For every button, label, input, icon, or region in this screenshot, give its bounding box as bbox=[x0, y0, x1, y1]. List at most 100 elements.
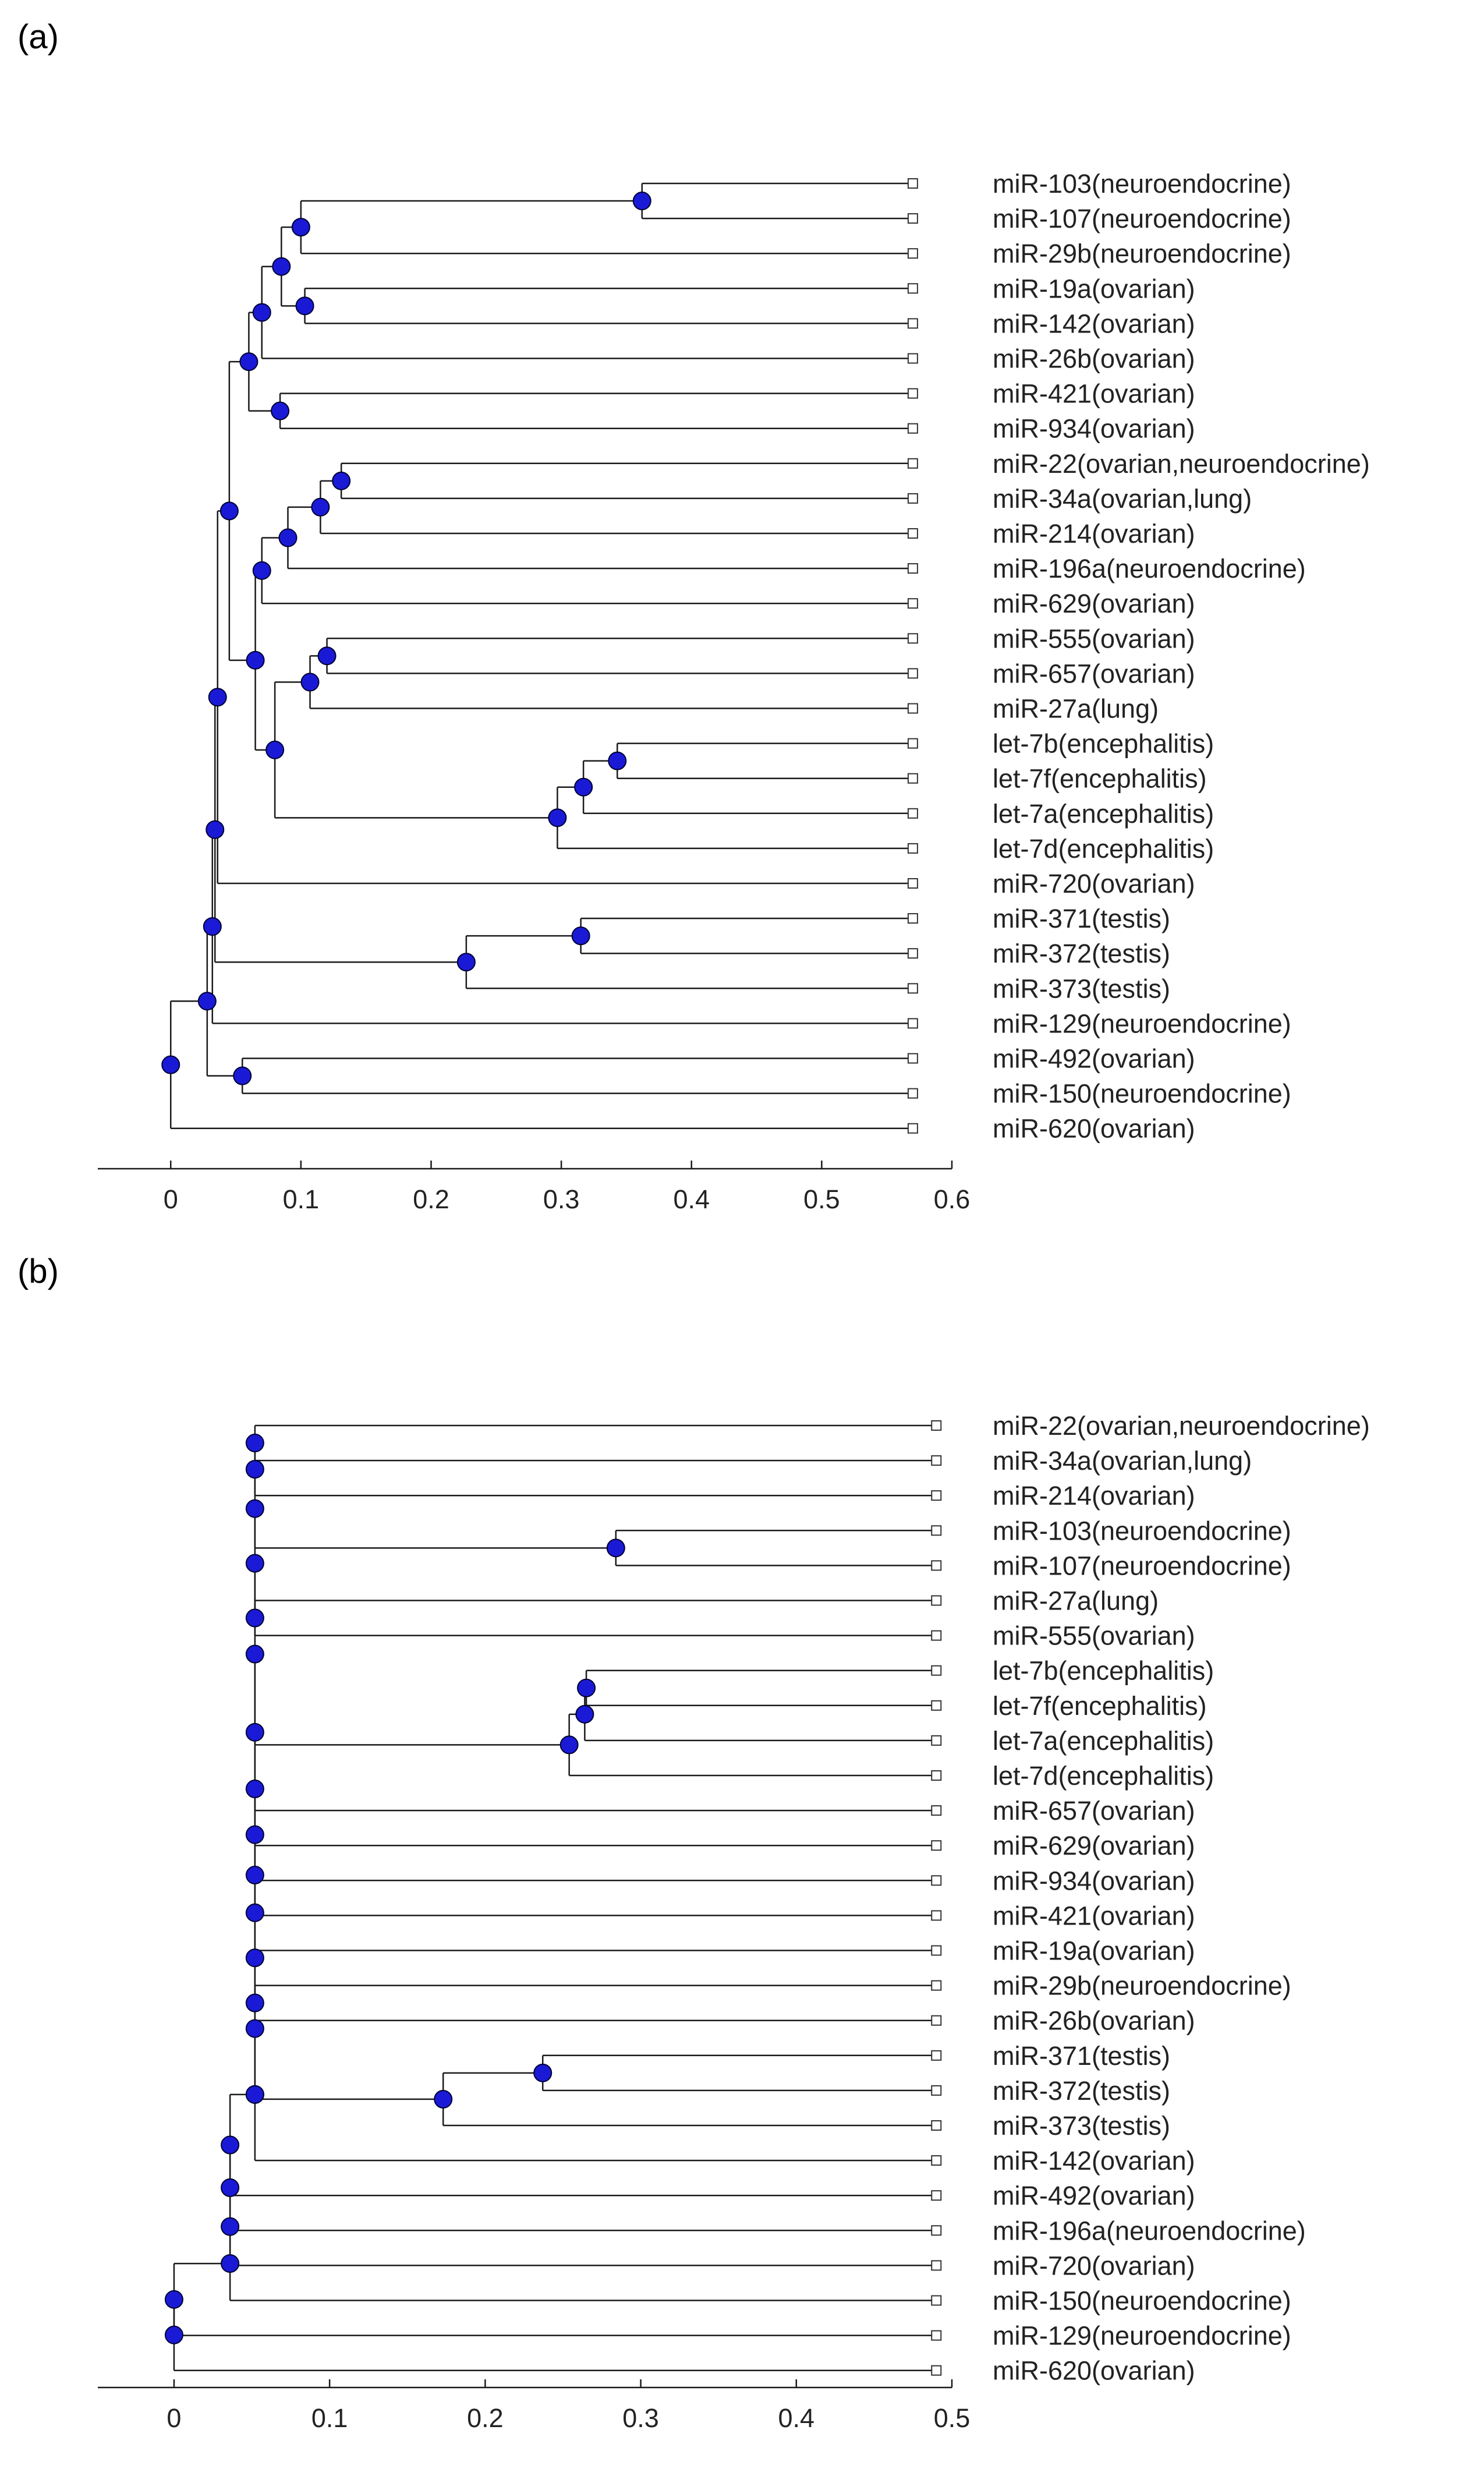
cluster-node bbox=[206, 820, 225, 839]
cluster-node bbox=[571, 926, 590, 946]
leaf-label: miR-142(ovarian) bbox=[993, 309, 1195, 338]
leaf-marker bbox=[931, 2050, 942, 2061]
leaf-label: miR-492(ovarian) bbox=[993, 2181, 1195, 2210]
leaf-marker bbox=[931, 1595, 942, 1606]
leaf-marker bbox=[931, 2225, 942, 2236]
cluster-node bbox=[574, 777, 593, 797]
leaf-marker bbox=[931, 1665, 942, 1676]
cluster-node bbox=[271, 401, 290, 420]
cluster-node bbox=[606, 1538, 625, 1558]
leaf-marker bbox=[907, 913, 918, 924]
cluster-node bbox=[265, 740, 285, 759]
leaf-label: miR-629(ovarian) bbox=[993, 1831, 1195, 1861]
leaf-marker bbox=[907, 248, 918, 259]
leaf-label: miR-19a(ovarian) bbox=[993, 1936, 1195, 1966]
cluster-node bbox=[608, 751, 627, 770]
leaf-marker bbox=[931, 1805, 942, 1816]
cluster-node bbox=[295, 296, 314, 316]
leaf-marker bbox=[931, 2085, 942, 2096]
cluster-node bbox=[245, 1948, 264, 1968]
leaf-marker bbox=[907, 808, 918, 819]
dendrogram-a: miR-103(neuroendocrine) miR-107(neuroendo… bbox=[98, 169, 1370, 1214]
leaf-label: miR-196a(neuroendocrine) bbox=[993, 2216, 1306, 2245]
cluster-node bbox=[161, 1055, 180, 1074]
leaf-marker bbox=[907, 948, 918, 959]
leaf-label: miR-421(ovarian) bbox=[993, 379, 1195, 409]
leaf-marker bbox=[931, 1770, 942, 1781]
cluster-node bbox=[252, 561, 271, 580]
cluster-node bbox=[219, 501, 239, 521]
cluster-node bbox=[245, 1554, 264, 1573]
leaf-label: miR-657(ovarian) bbox=[993, 659, 1195, 688]
leaf-label: let-7a(encephalitis) bbox=[993, 799, 1214, 829]
leaf-marker bbox=[907, 773, 918, 784]
x-tick-label: 0.2 bbox=[467, 2403, 504, 2433]
leaf-marker bbox=[907, 178, 918, 189]
leaf-marker bbox=[907, 1018, 918, 1029]
leaf-marker bbox=[907, 388, 918, 399]
leaf-label: miR-103(neuroendocrine) bbox=[993, 169, 1291, 199]
dendrogram-branches-a bbox=[169, 182, 913, 1129]
leaf-marker bbox=[931, 2295, 942, 2306]
leaf-label: miR-555(ovarian) bbox=[993, 624, 1195, 653]
leaf-marker bbox=[931, 1630, 942, 1641]
leaf-marker bbox=[931, 2365, 942, 2376]
x-tick-label: 0.4 bbox=[673, 1184, 710, 1214]
cluster-node bbox=[245, 1866, 264, 1885]
leaf-label: miR-620(ovarian) bbox=[993, 2356, 1195, 2386]
leaf-label: miR-371(testis) bbox=[993, 2041, 1170, 2071]
leaf-marker bbox=[907, 283, 918, 294]
leaf-marker bbox=[931, 2120, 942, 2131]
cluster-node bbox=[332, 471, 351, 490]
leaf-marker bbox=[931, 2015, 942, 2026]
leaf-marker bbox=[931, 1700, 942, 1711]
leaf-marker bbox=[907, 423, 918, 434]
leaf-label: miR-34a(ovarian,lung) bbox=[993, 484, 1252, 514]
leaf-marker bbox=[907, 633, 918, 644]
leaf-label: miR-29b(neuroendocrine) bbox=[993, 1971, 1291, 2001]
leaf-marker bbox=[907, 843, 918, 854]
cluster-node bbox=[245, 1460, 264, 1479]
leaf-marker bbox=[907, 878, 918, 889]
cluster-node bbox=[575, 1704, 594, 1724]
leaf-label: miR-34a(ovarian,lung) bbox=[993, 1446, 1252, 1476]
x-tick-label: 0.2 bbox=[413, 1184, 449, 1214]
cluster-node bbox=[434, 2089, 453, 2109]
leaf-marker bbox=[907, 983, 918, 994]
leaf-label: miR-372(testis) bbox=[993, 939, 1170, 968]
cluster-node bbox=[245, 1434, 264, 1453]
cluster-node bbox=[245, 1903, 264, 1922]
leaf-label: miR-373(testis) bbox=[993, 974, 1170, 1003]
leaf-marker bbox=[907, 213, 918, 224]
leaf-label: miR-150(neuroendocrine) bbox=[993, 2286, 1291, 2316]
cluster-node bbox=[245, 1499, 264, 1518]
cluster-node bbox=[221, 2217, 240, 2236]
cluster-node bbox=[300, 673, 320, 692]
cluster-node bbox=[221, 2178, 240, 2197]
cluster-node bbox=[245, 2019, 264, 2038]
leaf-marker bbox=[931, 1560, 942, 1571]
x-tick-label: 0.3 bbox=[543, 1184, 580, 1214]
cluster-node bbox=[245, 1722, 264, 1742]
x-tick-label: 0 bbox=[167, 2403, 181, 2433]
leaf-label: miR-29b(neuroendocrine) bbox=[993, 239, 1291, 268]
leaf-marker bbox=[907, 1088, 918, 1099]
x-tick-label: 0.3 bbox=[622, 2403, 659, 2433]
leaf-label: let-7f(encephalitis) bbox=[993, 764, 1207, 794]
cluster-node bbox=[245, 2085, 264, 2104]
dendrogram-b: miR-22(ovarian,neuroendocrine) miR-34a(ov… bbox=[98, 1411, 1370, 2433]
leaf-marker bbox=[907, 458, 918, 469]
panel-label-b: (b) bbox=[17, 1253, 59, 1290]
leaf-marker bbox=[907, 318, 918, 329]
leaf-marker bbox=[931, 1525, 942, 1536]
cluster-node bbox=[221, 2254, 240, 2273]
leaf-marker bbox=[931, 2260, 942, 2271]
cluster-node bbox=[291, 218, 310, 237]
leaf-marker bbox=[931, 1735, 942, 1746]
leaf-marker bbox=[931, 2330, 942, 2341]
leaf-label: miR-107(neuroendocrine) bbox=[993, 204, 1291, 234]
leaf-label: miR-555(ovarian) bbox=[993, 1621, 1195, 1651]
leaf-label: let-7d(encephalitis) bbox=[993, 1761, 1214, 1791]
leaf-label: miR-129(neuroendocrine) bbox=[993, 2321, 1291, 2351]
